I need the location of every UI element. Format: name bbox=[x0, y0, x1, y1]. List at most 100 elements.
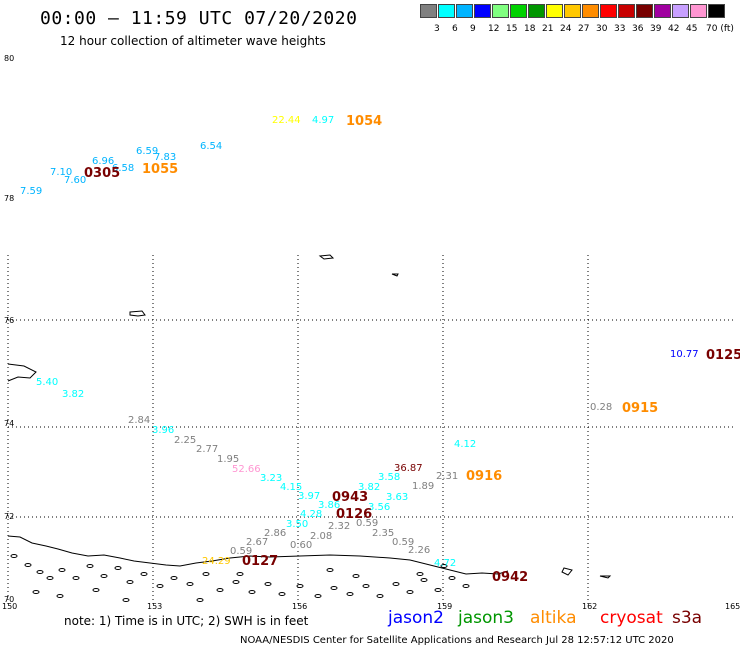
wave-height-value: 2.77 bbox=[196, 444, 219, 455]
wave-height-value: 7.10 bbox=[50, 167, 73, 178]
map-subtitle: 12 hour collection of altimeter wave hei… bbox=[60, 34, 326, 48]
wave-height-value: 4.12 bbox=[454, 439, 477, 450]
longitude-label: 156 bbox=[292, 602, 308, 611]
scale-label: 3 bbox=[434, 24, 440, 34]
wave-height-value: 2.26 bbox=[408, 545, 431, 556]
lake-shape bbox=[264, 582, 272, 586]
wave-height-value: 1.89 bbox=[412, 481, 435, 492]
wave-height-value: 3.86 bbox=[318, 500, 341, 511]
graticule bbox=[7, 255, 735, 605]
scale-swatch bbox=[420, 4, 437, 18]
wave-height-value: 3.97 bbox=[298, 491, 321, 502]
lake-shape bbox=[46, 576, 54, 580]
wave-height-value: 0.59 bbox=[356, 518, 379, 529]
latitude-label: 72 bbox=[4, 512, 15, 521]
wave-height-value: 2.67 bbox=[246, 537, 269, 548]
scale-swatch bbox=[528, 4, 545, 18]
lake-shape bbox=[440, 564, 448, 568]
lake-shape bbox=[314, 594, 322, 598]
scale-swatch bbox=[438, 4, 455, 18]
satellite-name: altika bbox=[530, 608, 577, 628]
wave-height-value: 2.31 bbox=[436, 471, 459, 482]
wave-height-value: 7.83 bbox=[154, 152, 177, 163]
scale-label: 70 (ft) bbox=[706, 24, 734, 34]
scale-swatch bbox=[708, 4, 725, 18]
lake-shape bbox=[420, 578, 428, 582]
wave-height-value: 7.60 bbox=[64, 175, 87, 186]
longitude-label: 162 bbox=[582, 602, 598, 611]
lake-shape bbox=[86, 564, 94, 568]
lake-shape bbox=[100, 574, 108, 578]
scale-label: 6 bbox=[452, 24, 458, 34]
wave-height-value: 1.95 bbox=[217, 454, 240, 465]
lake-shape bbox=[196, 598, 204, 602]
wave-height-value: 0.60 bbox=[290, 540, 313, 551]
lake-shape bbox=[10, 554, 18, 558]
pass-time: 0126 bbox=[336, 507, 373, 522]
satellite-name: s3a bbox=[672, 608, 703, 628]
scale-swatch bbox=[636, 4, 653, 18]
lake-shape bbox=[278, 592, 286, 596]
wave-height-value: 22.44 bbox=[272, 115, 301, 126]
scale-swatch bbox=[474, 4, 491, 18]
wave-height-value: 3.56 bbox=[368, 502, 391, 513]
wave-height-value: 5.40 bbox=[36, 377, 59, 388]
lake-shape bbox=[92, 588, 100, 592]
scale-swatch bbox=[672, 4, 689, 18]
lake-shape bbox=[448, 576, 456, 580]
lake-shape bbox=[186, 582, 194, 586]
footnote: note: 1) Time is in UTC; 2) SWH is in fe… bbox=[64, 614, 309, 628]
scale-label: 45 bbox=[686, 24, 698, 34]
longitude-label: 153 bbox=[147, 602, 163, 611]
lake-shape bbox=[126, 580, 134, 584]
satellite-name: jason3 bbox=[458, 608, 514, 628]
coastline-lake bbox=[129, 310, 146, 317]
scale-swatch bbox=[600, 4, 617, 18]
credit-line: NOAA/NESDIS Center for Satellite Applica… bbox=[240, 635, 674, 646]
wave-height-value: 2.35 bbox=[372, 528, 395, 539]
pass-time: 0305 bbox=[84, 166, 121, 181]
pass-time: 1054 bbox=[346, 114, 383, 129]
wave-height-value: 0.28 bbox=[590, 402, 613, 413]
lake-shape bbox=[406, 590, 414, 594]
scale-label: 18 bbox=[524, 24, 536, 34]
pass-time: 1055 bbox=[142, 162, 179, 177]
scale-label: 24 bbox=[560, 24, 572, 34]
lake-shape bbox=[296, 584, 304, 588]
lake-shape bbox=[326, 568, 334, 572]
tundra-lakes bbox=[10, 554, 470, 602]
latitude-label: 70 bbox=[4, 595, 15, 604]
scale-label: 39 bbox=[650, 24, 662, 34]
pass-time: 0942 bbox=[492, 570, 529, 585]
lake-shape bbox=[248, 590, 256, 594]
lake-shape bbox=[202, 572, 210, 576]
wave-height-value: 6.58 bbox=[112, 163, 135, 174]
lake-shape bbox=[236, 572, 244, 576]
lake-shape bbox=[114, 566, 122, 570]
wave-height-value: 24.29 bbox=[202, 556, 231, 567]
latitude-label: 74 bbox=[4, 419, 15, 428]
pass-time: 0915 bbox=[622, 401, 659, 416]
lake-shape bbox=[462, 584, 470, 588]
scale-label: 36 bbox=[632, 24, 644, 34]
wave-height-value: 3.82 bbox=[358, 482, 381, 493]
wave-height-value: 0.59 bbox=[392, 537, 415, 548]
map-title: 00:00 — 11:59 UTC 07/20/2020 bbox=[40, 8, 358, 29]
scale-swatch bbox=[654, 4, 671, 18]
lake-shape bbox=[122, 598, 130, 602]
coastline-island-3 bbox=[599, 575, 612, 579]
lake-shape bbox=[352, 574, 360, 578]
wave-height-value: 6.59 bbox=[136, 146, 159, 157]
lake-shape bbox=[58, 568, 66, 572]
wave-height-value: 3.58 bbox=[378, 472, 401, 483]
lake-shape bbox=[140, 572, 148, 576]
longitude-label: 165 bbox=[725, 602, 740, 611]
lake-shape bbox=[170, 576, 178, 580]
scale-label: 42 bbox=[668, 24, 680, 34]
scale-label: 9 bbox=[470, 24, 476, 34]
wave-height-value: 0.59 bbox=[230, 546, 253, 557]
satellite-name: jason2 bbox=[388, 608, 444, 628]
lake-shape bbox=[56, 594, 64, 598]
wave-height-value: 2.25 bbox=[174, 435, 197, 446]
